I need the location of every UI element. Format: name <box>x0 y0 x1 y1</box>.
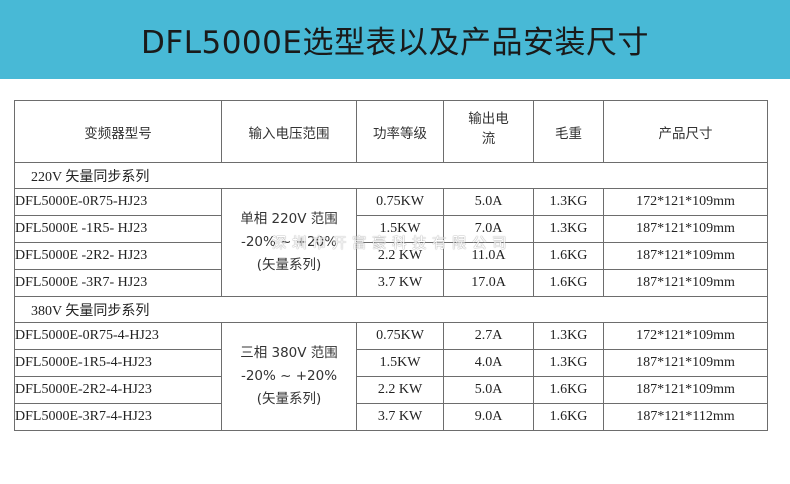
model-cell: DFL5000E-3R7-4-HJ23 <box>14 403 222 431</box>
size-cell: 187*121*109mm <box>603 269 768 297</box>
size-cell: 187*121*109mm <box>603 376 768 404</box>
header-model: 变频器型号 <box>14 100 222 163</box>
current-cell: 11.0A <box>443 242 534 270</box>
power-cell: 3.7 KW <box>356 269 444 297</box>
size-cell: 187*121*109mm <box>603 242 768 270</box>
voltage-line: -20% ~ +20% <box>240 234 338 250</box>
model-cell: DFL5000E -2R2- HJ23 <box>14 242 222 270</box>
table-row: DFL5000E -1R5- HJ23 1.5KW 7.0A 1.3KG 187… <box>14 215 768 243</box>
current-cell: 9.0A <box>443 403 534 431</box>
voltage-line: (矢量系列) <box>256 391 322 407</box>
header-size: 产品尺寸 <box>603 100 768 163</box>
section-row: 380V 矢量同步系列 <box>14 296 768 323</box>
current-cell: 7.0A <box>443 215 534 243</box>
power-cell: 1.5KW <box>356 349 444 377</box>
power-cell: 2.2 KW <box>356 376 444 404</box>
weight-cell: 1.6KG <box>533 242 604 270</box>
weight-cell: 1.3KG <box>533 349 604 377</box>
power-cell: 0.75KW <box>356 322 444 350</box>
weight-cell: 1.3KG <box>533 322 604 350</box>
header-input-voltage: 输入电压范围 <box>221 100 357 163</box>
model-cell: DFL5000E -3R7- HJ23 <box>14 269 222 297</box>
header-power: 功率等级 <box>356 100 444 163</box>
model-cell: DFL5000E-2R2-4-HJ23 <box>14 376 222 404</box>
weight-cell: 1.3KG <box>533 215 604 243</box>
current-cell: 17.0A <box>443 269 534 297</box>
header-output-current-line1: 输出电 <box>468 111 509 127</box>
power-cell: 1.5KW <box>356 215 444 243</box>
table-row: DFL5000E-3R7-4-HJ23 3.7 KW 9.0A 1.6KG 18… <box>14 403 768 431</box>
size-cell: 172*121*109mm <box>603 322 768 350</box>
header-output-current: 输出电 流 <box>443 100 534 163</box>
size-cell: 187*121*109mm <box>603 215 768 243</box>
section-row: 220V 矢量同步系列 <box>14 162 768 189</box>
voltage-line: 三相 380V 范围 <box>240 345 338 361</box>
power-cell: 2.2 KW <box>356 242 444 270</box>
size-cell: 172*121*109mm <box>603 188 768 216</box>
model-cell: DFL5000E-0R75-HJ23 <box>14 188 222 216</box>
header-weight: 毛重 <box>533 100 604 163</box>
size-cell: 187*121*112mm <box>603 403 768 431</box>
voltage-line: (矢量系列) <box>256 257 322 273</box>
input-voltage-cell: 单相 220V 范围 -20% ~ +20% (矢量系列) <box>221 188 357 297</box>
model-cell: DFL5000E-1R5-4-HJ23 <box>14 349 222 377</box>
weight-cell: 1.6KG <box>533 269 604 297</box>
power-cell: 0.75KW <box>356 188 444 216</box>
current-cell: 2.7A <box>443 322 534 350</box>
section-label: 380V 矢量同步系列 <box>14 296 768 323</box>
voltage-line: -20% ~ +20% <box>240 368 338 384</box>
power-cell: 3.7 KW <box>356 403 444 431</box>
input-voltage-cell: 三相 380V 范围 -20% ~ +20% (矢量系列) <box>221 322 357 431</box>
page-title: DFL5000E选型表以及产品安装尺寸 <box>141 25 649 61</box>
table-row: DFL5000E-0R75-4-HJ23 三相 380V 范围 -20% ~ +… <box>14 322 768 431</box>
current-cell: 5.0A <box>443 376 534 404</box>
current-cell: 5.0A <box>443 188 534 216</box>
header-output-current-line2: 流 <box>481 131 496 147</box>
title-banner: DFL5000E选型表以及产品安装尺寸 <box>0 0 790 79</box>
table-row: DFL5000E-1R5-4-HJ23 1.5KW 4.0A 1.3KG 187… <box>14 349 768 377</box>
voltage-line: 单相 220V 范围 <box>240 211 338 227</box>
size-cell: 187*121*109mm <box>603 349 768 377</box>
weight-cell: 1.6KG <box>533 376 604 404</box>
current-cell: 4.0A <box>443 349 534 377</box>
model-cell: DFL5000E-0R75-4-HJ23 <box>14 322 222 350</box>
section-label: 220V 矢量同步系列 <box>14 162 768 189</box>
weight-cell: 1.6KG <box>533 403 604 431</box>
table-row: DFL5000E-2R2-4-HJ23 2.2 KW 5.0A 1.6KG 18… <box>14 376 768 404</box>
table-row: DFL5000E-0R75-HJ23 单相 220V 范围 -20% ~ +20… <box>14 188 768 297</box>
selection-table: 变频器型号 输入电压范围 功率等级 输出电 流 毛重 产品尺寸 220V 矢量同… <box>14 100 768 431</box>
weight-cell: 1.3KG <box>533 188 604 216</box>
model-cell: DFL5000E -1R5- HJ23 <box>14 215 222 243</box>
table-row: DFL5000E -2R2- HJ23 2.2 KW 11.0A 1.6KG 1… <box>14 242 768 270</box>
table-row: DFL5000E -3R7- HJ23 3.7 KW 17.0A 1.6KG 1… <box>14 269 768 297</box>
header-row: 变频器型号 输入电压范围 功率等级 输出电 流 毛重 产品尺寸 <box>14 100 768 163</box>
